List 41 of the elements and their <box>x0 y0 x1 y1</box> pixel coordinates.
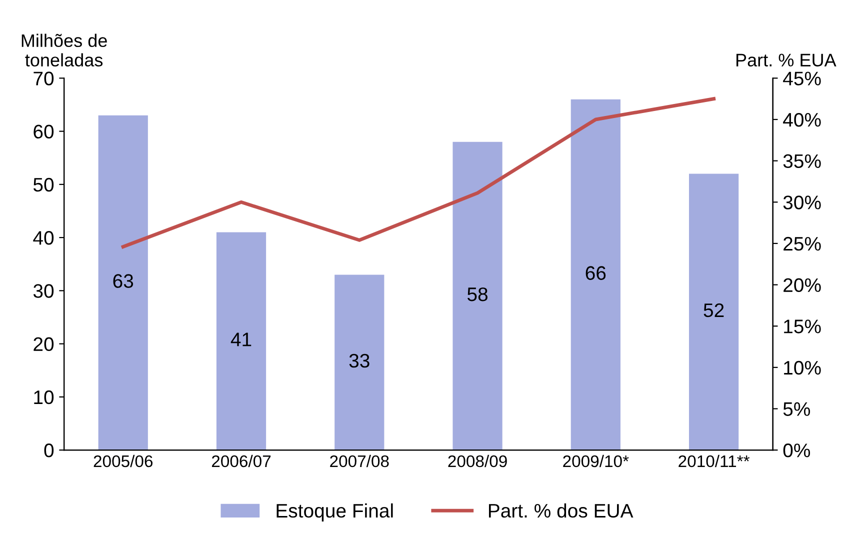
y2-tick-label: 30% <box>783 196 821 210</box>
y2-tick-label: 45% <box>783 72 821 86</box>
y-tick-label: 20 <box>34 337 54 352</box>
line-series <box>121 97 716 248</box>
y2-tick-label: 20% <box>784 278 821 292</box>
bar <box>688 174 739 450</box>
y2-tick-label: 35% <box>783 154 821 168</box>
y2-tick-label: 0% <box>783 444 810 458</box>
y-tick-label: 70 <box>34 72 54 86</box>
data-label: 33 <box>349 354 370 368</box>
y2-tick-label: 10% <box>784 360 821 375</box>
y-axis-title: Milhões de toneladas <box>22 34 107 66</box>
y2-axis-title: Part. % EUA <box>736 54 836 66</box>
y-tick-label: 60 <box>34 124 54 139</box>
y-tick-label: 40 <box>33 231 54 245</box>
legend-label: Estoque Final <box>276 503 393 522</box>
data-label: 41 <box>230 332 252 346</box>
x-tick-label: 2005/06 <box>94 454 153 468</box>
y-tick-label: 30 <box>33 284 54 298</box>
data-label: 63 <box>113 274 134 288</box>
data-label: 52 <box>704 303 724 318</box>
y-tick-label: 0 <box>44 444 54 458</box>
x-tick-label: 2006/07 <box>212 454 271 468</box>
bar <box>452 142 502 450</box>
bar <box>570 99 620 450</box>
legend-label: Part. % dos EUA <box>488 503 634 518</box>
bar <box>98 115 148 450</box>
bar <box>334 274 384 450</box>
y2-tick-label: 5% <box>783 402 810 416</box>
bar <box>216 232 266 450</box>
x-tick-label: 2010/11** <box>678 454 750 468</box>
x-tick-label: 2007/08 <box>330 454 389 468</box>
y-tick-label: 10 <box>34 390 54 404</box>
y2-tick-label: 15% <box>784 320 821 334</box>
y2-tick-label: 25% <box>784 236 821 251</box>
y-tick-label: 50 <box>33 178 54 192</box>
y2-tick-label: 40% <box>783 112 821 127</box>
data-label: 66 <box>586 266 606 280</box>
data-label: 58 <box>467 287 488 302</box>
x-tick-label: 2008/09 <box>448 454 507 468</box>
x-tick-label: 2009/10* <box>563 454 629 468</box>
